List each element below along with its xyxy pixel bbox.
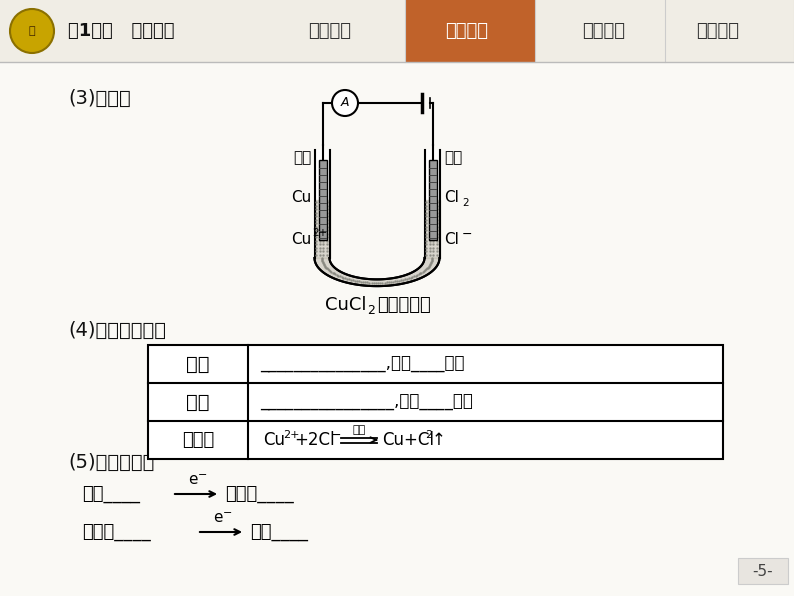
Text: −: − (223, 508, 233, 518)
Circle shape (332, 90, 358, 116)
Text: Cu: Cu (291, 232, 311, 247)
Text: Cu+Cl: Cu+Cl (382, 431, 434, 449)
Text: +2Cl: +2Cl (294, 431, 334, 449)
Circle shape (10, 9, 54, 53)
Text: 阴极: 阴极 (293, 151, 311, 166)
Text: 电源____: 电源____ (250, 523, 308, 541)
Text: CuCl: CuCl (326, 296, 367, 314)
Text: −: − (198, 470, 208, 480)
Polygon shape (314, 258, 440, 286)
Text: Cu: Cu (291, 191, 311, 206)
Polygon shape (425, 200, 440, 258)
Text: e: e (188, 473, 198, 488)
Text: ________________,发生____反应: ________________,发生____反应 (260, 393, 473, 411)
Bar (318, 160, 326, 240)
Text: ↑: ↑ (432, 431, 446, 449)
Text: _______________,发生____反应: _______________,发生____反应 (260, 355, 464, 373)
Text: (5)电子流向。: (5)电子流向。 (68, 452, 154, 471)
Text: e: e (214, 511, 223, 526)
Text: Cl: Cl (444, 232, 459, 247)
Bar (429, 160, 437, 240)
Bar (0, 0, 794, 62)
Text: 鱼: 鱼 (29, 26, 35, 36)
Text: 电解池____: 电解池____ (82, 523, 151, 541)
Text: 阳极: 阳极 (187, 393, 210, 411)
Text: 阳极: 阳极 (444, 151, 462, 166)
Bar (148, 345, 723, 459)
Text: −: − (331, 429, 341, 442)
Text: 知识梳理: 知识梳理 (445, 22, 488, 40)
Text: 电解池____: 电解池____ (225, 485, 294, 503)
Text: 溶液的电解: 溶液的电解 (377, 296, 431, 314)
Text: 电解: 电解 (353, 425, 365, 435)
Text: Cu: Cu (263, 431, 285, 449)
Text: Cl: Cl (444, 191, 459, 206)
Polygon shape (315, 200, 330, 258)
Polygon shape (315, 150, 330, 258)
Text: A: A (341, 97, 349, 110)
Text: 总反应: 总反应 (182, 431, 214, 449)
Text: (4)电极反应式。: (4)电极反应式。 (68, 321, 166, 340)
Text: (3)装置。: (3)装置。 (68, 88, 131, 107)
Text: 第1课时   电解原理: 第1课时 电解原理 (68, 22, 175, 40)
Text: 2: 2 (462, 198, 468, 208)
Bar (0, 62, 794, 596)
Polygon shape (314, 258, 440, 286)
Polygon shape (425, 150, 440, 258)
Text: 目标导航: 目标导航 (309, 22, 352, 40)
Text: 重难聚焦: 重难聚焦 (583, 22, 626, 40)
Text: −: − (462, 228, 472, 241)
Bar (405, 0, 535, 62)
Bar (738, 558, 788, 584)
Text: 电源____: 电源____ (82, 485, 140, 503)
Text: 典例透析: 典例透析 (696, 22, 739, 40)
Text: -5-: -5- (753, 563, 773, 579)
Text: 2: 2 (367, 303, 375, 316)
Text: 2+: 2+ (312, 228, 327, 238)
Text: 2: 2 (425, 430, 432, 440)
Text: 2+: 2+ (283, 430, 299, 440)
Text: 阴极: 阴极 (187, 355, 210, 374)
